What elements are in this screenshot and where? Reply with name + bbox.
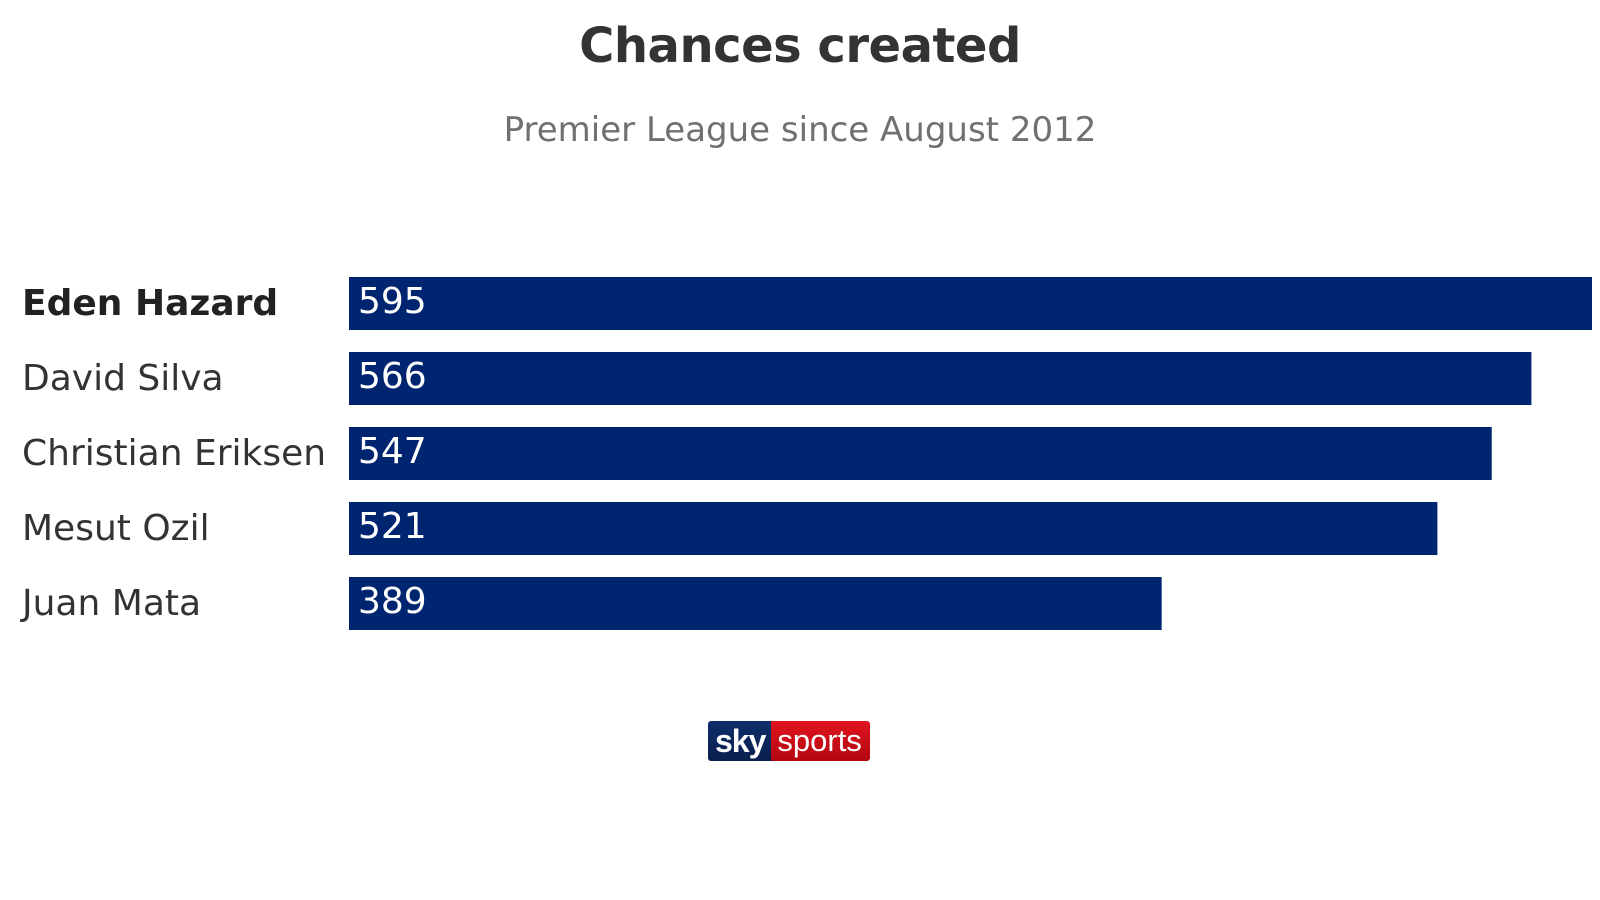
bar-value-label: 595: [358, 281, 427, 322]
logo-sky-text: sky: [708, 721, 772, 761]
bar-value-label: 389: [358, 581, 427, 622]
chart-subtitle: Premier League since August 2012: [503, 110, 1097, 150]
bar: [349, 427, 1492, 480]
chart-title: Chances created: [579, 18, 1021, 74]
bar-value-label: 566: [358, 356, 427, 397]
bar-chart: Eden Hazard 595 David Silva 566 Christian Er…: [20, 277, 1592, 630]
bar: [349, 277, 1592, 330]
category-label: David Silva: [22, 358, 224, 399]
bar: [349, 502, 1438, 555]
category-label: Christian Eriksen: [22, 433, 326, 474]
category-label: Juan Mata: [20, 583, 201, 624]
logo-sports-text: sports: [771, 721, 870, 761]
bar-value-label: 521: [358, 506, 427, 547]
category-label: Eden Hazard: [22, 283, 278, 324]
bar: [349, 352, 1532, 405]
sky-sports-logo: sky sports: [708, 721, 870, 761]
category-label: Mesut Ozil: [22, 508, 210, 549]
bar-value-label: 547: [358, 431, 427, 472]
bar: [349, 577, 1162, 630]
